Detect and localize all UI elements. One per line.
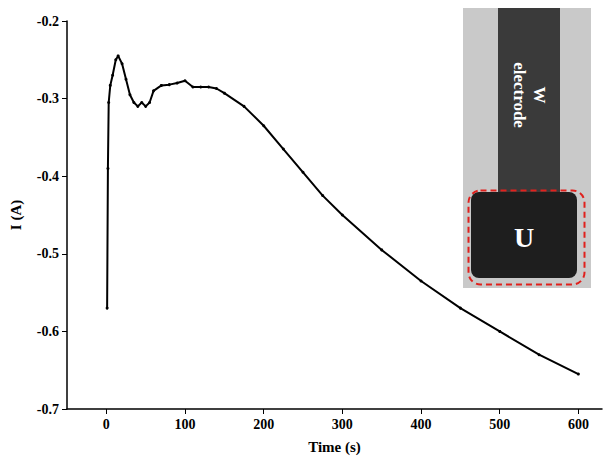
svg-text:100: 100	[175, 417, 196, 432]
svg-text:W: W	[530, 87, 549, 104]
svg-text:-0.2: -0.2	[37, 14, 59, 29]
svg-text:400: 400	[411, 417, 432, 432]
svg-text:200: 200	[253, 417, 274, 432]
svg-text:-0.4: -0.4	[37, 169, 59, 184]
svg-text:-0.3: -0.3	[37, 91, 59, 106]
svg-text:I (A): I (A)	[8, 200, 25, 230]
svg-text:-0.5: -0.5	[37, 246, 59, 261]
svg-text:U: U	[514, 222, 534, 253]
svg-text:-0.7: -0.7	[37, 402, 59, 417]
svg-text:600: 600	[568, 417, 589, 432]
svg-text:300: 300	[332, 417, 353, 432]
svg-text:electrode: electrode	[510, 62, 529, 128]
svg-text:500: 500	[489, 417, 510, 432]
svg-text:-0.6: -0.6	[37, 324, 59, 339]
svg-text:0: 0	[103, 417, 110, 432]
svg-text:Time (s): Time (s)	[308, 439, 361, 456]
